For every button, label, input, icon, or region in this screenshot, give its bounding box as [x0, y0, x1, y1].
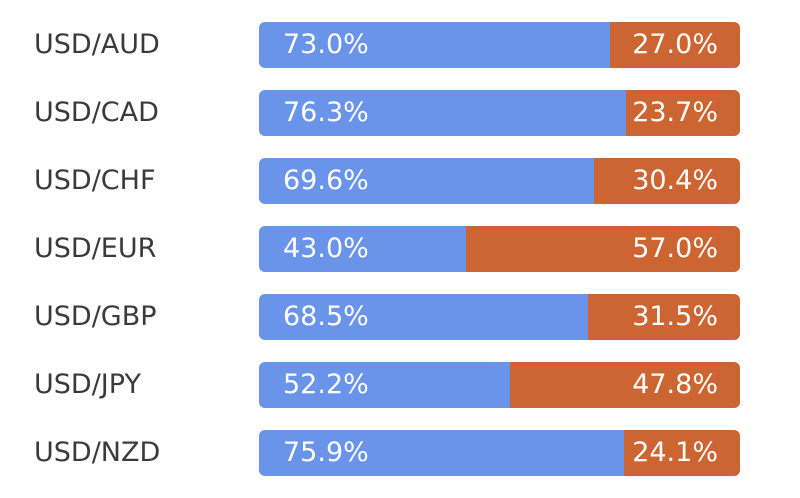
- stacked-bar: 43.0% 57.0%: [259, 226, 740, 272]
- stacked-bar: 69.6% 30.4%: [259, 158, 740, 204]
- stacked-bar: 76.3% 23.7%: [259, 90, 740, 136]
- data-label-series-1: 43.0%: [283, 233, 369, 264]
- bar-segment-series-2: 27.0%: [610, 22, 740, 68]
- bar-segment-series-2: 24.1%: [624, 430, 740, 476]
- data-label-series-2: 31.5%: [632, 301, 718, 332]
- bar-row: USD/NZD 75.9% 24.1%: [0, 430, 800, 476]
- bar-segment-series-1: 76.3%: [259, 90, 626, 136]
- data-label-series-2: 47.8%: [632, 369, 718, 400]
- data-label-series-2: 30.4%: [632, 165, 718, 196]
- bar-segment-series-1: 73.0%: [259, 22, 611, 68]
- bar-row: USD/CHF 69.6% 30.4%: [0, 158, 800, 204]
- bar-row: USD/JPY 52.2% 47.8%: [0, 362, 800, 408]
- data-label-series-1: 75.9%: [283, 437, 369, 468]
- data-label-series-2: 23.7%: [632, 97, 718, 128]
- stacked-bar: 73.0% 27.0%: [259, 22, 740, 68]
- bar-row: USD/GBP 68.5% 31.5%: [0, 294, 800, 340]
- bar-segment-series-2: 47.8%: [510, 362, 740, 408]
- bar-segment-series-2: 31.5%: [588, 294, 740, 340]
- category-label: USD/CHF: [34, 165, 156, 196]
- stacked-bar: 68.5% 31.5%: [259, 294, 740, 340]
- data-label-series-2: 57.0%: [632, 233, 718, 264]
- data-label-series-1: 73.0%: [283, 29, 369, 60]
- bar-segment-series-1: 52.2%: [259, 362, 511, 408]
- data-label-series-2: 24.1%: [632, 437, 718, 468]
- category-label: USD/EUR: [34, 233, 157, 264]
- category-label: USD/AUD: [34, 29, 160, 60]
- category-label: USD/NZD: [34, 437, 161, 468]
- category-label: USD/JPY: [34, 369, 141, 400]
- data-label-series-1: 52.2%: [283, 369, 369, 400]
- category-label: USD/GBP: [34, 301, 157, 332]
- data-label-series-1: 69.6%: [283, 165, 369, 196]
- bar-row: USD/CAD 76.3% 23.7%: [0, 90, 800, 136]
- bar-segment-series-1: 68.5%: [259, 294, 589, 340]
- data-label-series-2: 27.0%: [632, 29, 718, 60]
- bar-row: USD/AUD 73.0% 27.0%: [0, 22, 800, 68]
- data-label-series-1: 76.3%: [283, 97, 369, 128]
- bar-segment-series-1: 43.0%: [259, 226, 466, 272]
- bar-row: USD/EUR 43.0% 57.0%: [0, 226, 800, 272]
- bar-segment-series-1: 75.9%: [259, 430, 625, 476]
- bar-segment-series-2: 57.0%: [465, 226, 740, 272]
- bar-segment-series-2: 30.4%: [593, 158, 740, 204]
- category-label: USD/CAD: [34, 97, 159, 128]
- bar-segment-series-1: 69.6%: [259, 158, 594, 204]
- data-label-series-1: 68.5%: [283, 301, 369, 332]
- stacked-bar: 75.9% 24.1%: [259, 430, 740, 476]
- stacked-bar: 52.2% 47.8%: [259, 362, 740, 408]
- bar-segment-series-2: 23.7%: [626, 90, 740, 136]
